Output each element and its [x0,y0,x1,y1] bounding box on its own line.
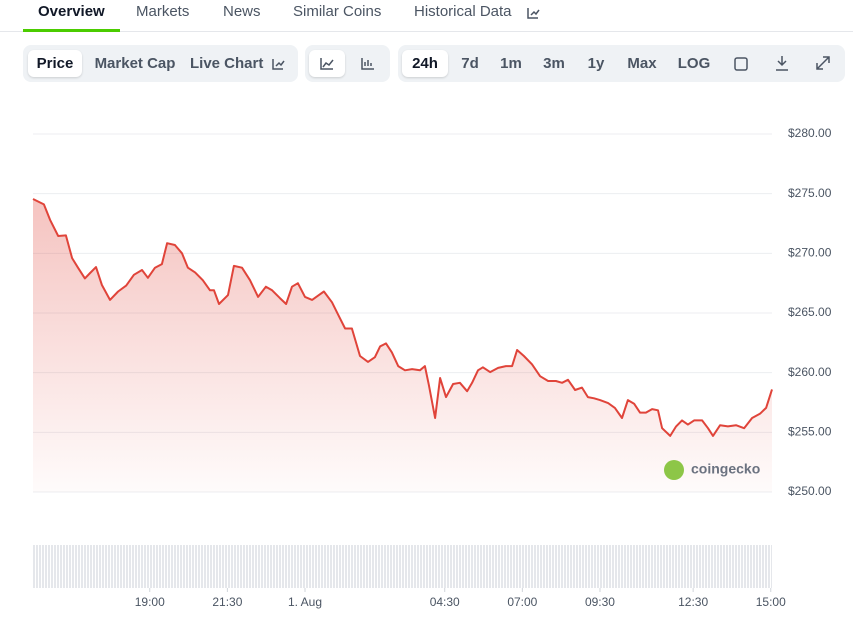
price-line [32,198,773,437]
area [33,199,772,492]
active-indicator [23,29,120,32]
range-button[interactable]: LOG [677,55,711,72]
range-group [398,45,845,82]
range-button[interactable]: 1m [500,55,522,72]
x-tick-label: 19:00 [135,595,165,609]
tab[interactable]: Historical Data [414,3,512,20]
x-tick-label: 12:30 [678,595,708,609]
tab[interactable]: Similar Coins [293,3,382,20]
y-tick-label: $270.00 [788,246,832,260]
divider [0,31,853,32]
x-tick-label: 07:00 [507,595,537,609]
watermark-text: coingecko [691,461,760,477]
range-button[interactable]: 3m [543,55,565,72]
x-tick-label: 1. Aug [288,595,322,609]
x-tick-label: 04:30 [430,595,460,609]
y-tick-label: $265.00 [788,305,832,319]
y-tick-label: $260.00 [788,365,832,379]
x-tick-label: 09:30 [585,595,615,609]
external-icon [272,59,285,70]
x-tick-label: 15:00 [756,595,786,609]
external-icon [527,8,540,19]
x-tick-label: 21:30 [212,595,242,609]
watermark: coingecko [664,460,760,480]
range-button[interactable]: 1y [587,55,605,72]
view-button[interactable]: Market Cap [94,55,176,72]
range-button[interactable]: Max [627,55,657,72]
tab[interactable]: News [223,3,261,20]
view-button[interactable]: Live Chart [190,55,264,72]
y-tick-label: $255.00 [788,425,832,439]
download-icon[interactable] [776,56,788,71]
y-tick-label: $280.00 [788,126,832,140]
icons [272,8,830,71]
view-button[interactable]: Price [28,50,82,77]
range-button[interactable]: 7d [461,55,479,72]
tab[interactable]: Markets [136,3,190,20]
y-tick-label: $275.00 [788,186,832,200]
y-tick-label: $250.00 [788,484,832,498]
line-icon [320,58,334,70]
volume-bars [33,545,772,588]
calendar-icon[interactable] [734,57,748,71]
tab[interactable]: Overview [38,3,105,20]
expand-icon[interactable] [816,56,830,70]
range-button[interactable]: 24h [402,50,448,77]
bar-icon [361,58,374,70]
logo [664,460,684,480]
